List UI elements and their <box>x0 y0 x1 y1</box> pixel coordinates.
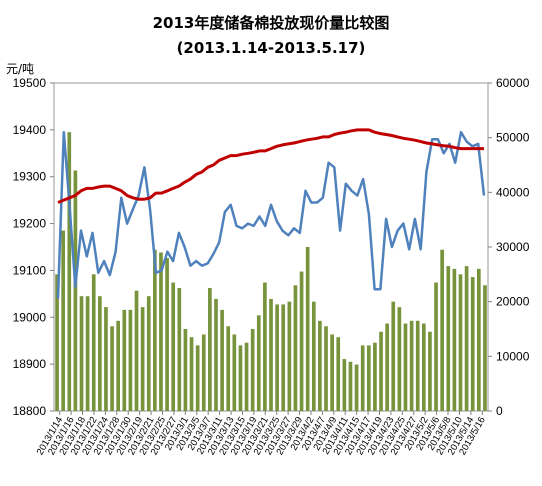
y-right-tick-label: 20000 <box>496 295 530 309</box>
bar <box>305 247 310 411</box>
bar-series <box>55 132 487 411</box>
bar <box>165 257 169 411</box>
bar <box>146 296 151 411</box>
bar <box>269 298 273 411</box>
bar <box>415 320 420 411</box>
bar <box>434 282 438 411</box>
y-left-tick-label: 19200 <box>13 217 47 231</box>
bar <box>409 320 414 411</box>
bar <box>201 334 206 411</box>
y-left-tick-label: 19100 <box>13 263 47 277</box>
bar <box>98 296 102 411</box>
bar <box>232 334 237 411</box>
bar <box>336 337 341 411</box>
bar <box>464 266 469 411</box>
bar <box>250 329 255 411</box>
line-series-red <box>57 128 484 204</box>
bar <box>140 307 145 411</box>
bar <box>256 315 261 411</box>
bar <box>391 301 396 411</box>
bar <box>220 309 224 411</box>
y-left-tick-label: 19300 <box>13 170 47 184</box>
y-right-tick-label: 40000 <box>496 185 530 199</box>
bar <box>104 307 108 411</box>
bar <box>366 345 371 411</box>
y-right-tick-label: 10000 <box>496 349 530 363</box>
bar <box>263 282 267 411</box>
bar <box>189 337 194 411</box>
bar <box>85 296 90 411</box>
y-left-tick-label: 19400 <box>13 123 47 137</box>
bar <box>342 359 347 411</box>
y-left-tick-label: 19000 <box>13 310 47 324</box>
y-right-tick-label: 50000 <box>496 131 530 145</box>
bar <box>470 277 475 411</box>
bar <box>67 132 72 411</box>
bar <box>159 252 163 411</box>
bar <box>421 323 426 411</box>
bar <box>116 320 121 411</box>
bar <box>293 285 298 411</box>
bar <box>122 309 127 411</box>
bar <box>476 268 481 411</box>
chart-subtitle: (2013.1.14-2013.5.17) <box>177 39 366 57</box>
bar <box>73 170 78 411</box>
bar <box>287 301 292 411</box>
y-left-tick-label: 19500 <box>13 76 47 90</box>
y-left-axis-label: 元/吨 <box>6 62 34 76</box>
bar <box>214 298 218 411</box>
bar <box>373 342 377 411</box>
bar <box>226 326 231 411</box>
y-right-tick-label: 60000 <box>496 76 530 90</box>
bar <box>244 342 249 411</box>
bar <box>110 326 114 411</box>
bar <box>195 345 200 411</box>
line-series <box>56 128 486 299</box>
bar <box>238 345 243 411</box>
bar <box>183 329 188 411</box>
chart-title: 2013年度储备棉投放现价量比较图 <box>153 14 390 32</box>
bar <box>153 249 157 411</box>
bar <box>275 304 279 411</box>
bar <box>171 282 176 411</box>
bar <box>360 345 365 411</box>
bar <box>318 320 322 411</box>
y-left-tick-label: 18900 <box>13 357 47 371</box>
bar <box>458 274 463 411</box>
y-right-tick-label: 30000 <box>496 240 530 254</box>
bar <box>299 271 304 411</box>
bar <box>61 230 66 411</box>
bar <box>134 290 139 411</box>
bar <box>354 364 359 411</box>
bar <box>281 304 286 411</box>
bar <box>379 331 383 411</box>
bar <box>348 361 353 411</box>
bar <box>330 334 334 411</box>
bar <box>452 268 457 411</box>
bar <box>403 323 408 411</box>
y-right-tick-label: 0 <box>496 404 503 418</box>
bar <box>428 331 432 411</box>
y-left-tick-label: 18800 <box>13 404 47 418</box>
bar <box>446 266 451 411</box>
bar <box>128 309 133 411</box>
bar <box>385 323 389 411</box>
bar <box>177 288 182 411</box>
bar <box>324 326 328 411</box>
line-series-blue <box>56 130 486 299</box>
bar <box>311 301 316 411</box>
bar <box>55 274 59 411</box>
bar <box>208 288 212 411</box>
bar <box>79 296 84 411</box>
bar <box>440 249 444 411</box>
bar <box>397 307 402 411</box>
bar <box>91 274 96 411</box>
bar <box>483 285 487 411</box>
